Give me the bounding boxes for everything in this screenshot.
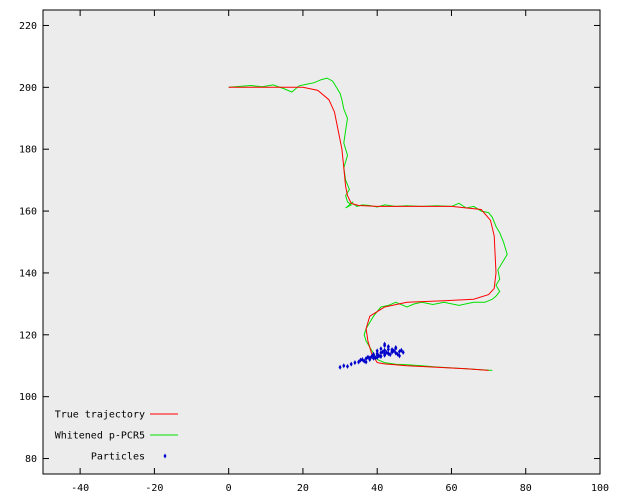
x-tick-label: -20 xyxy=(145,483,163,494)
particle-point xyxy=(371,355,375,361)
particle-point xyxy=(386,344,390,350)
x-tick-label: 20 xyxy=(297,483,309,494)
legend-swatch xyxy=(163,453,167,459)
particle-point xyxy=(345,363,349,369)
y-tick-label: 220 xyxy=(19,21,37,32)
x-tick-label: 80 xyxy=(520,483,532,494)
particle-point xyxy=(383,352,387,358)
x-tick-label: 60 xyxy=(445,483,457,494)
particle-point xyxy=(401,349,405,355)
legend-label: True trajectory xyxy=(55,410,145,421)
plot-background xyxy=(43,10,600,474)
particle-point xyxy=(364,359,368,365)
y-tick-label: 140 xyxy=(19,268,37,279)
legend: True trajectory Whitened p-PCR5 Particles xyxy=(55,410,178,463)
y-tick-label: 100 xyxy=(19,392,37,403)
y-tick-label: 200 xyxy=(19,83,37,94)
y-tick-label: 120 xyxy=(19,330,37,341)
particle-point xyxy=(390,347,394,353)
particle-point xyxy=(353,360,357,366)
particle-point xyxy=(375,354,379,360)
x-tick-label: -40 xyxy=(71,483,89,494)
legend-label: Whitened p-PCR5 xyxy=(55,431,145,442)
y-tick-label: 160 xyxy=(19,207,37,218)
y-tick-label: 80 xyxy=(25,454,37,465)
particle-point xyxy=(397,353,401,359)
series-layer xyxy=(228,77,508,371)
particle-point xyxy=(383,341,387,347)
x-tick-label: 100 xyxy=(591,483,609,494)
particle-point xyxy=(386,351,390,357)
particle-point xyxy=(349,361,353,367)
legend-label: Particles xyxy=(91,452,145,463)
particle-point xyxy=(368,357,372,363)
particle-point xyxy=(371,351,375,357)
particle-point xyxy=(342,363,346,369)
particle-point xyxy=(394,344,398,350)
particle-point xyxy=(379,346,383,352)
particle-point xyxy=(383,347,387,353)
series-line-1 xyxy=(228,77,508,371)
x-tick-label: 0 xyxy=(226,483,232,494)
particle-point xyxy=(375,348,379,354)
axis-layer: -40 -20 0 20 40 60 80 100 80 100 120 140 160 180 200 22… xyxy=(19,10,609,494)
particle-point xyxy=(338,364,342,370)
plot-frame xyxy=(42,9,601,475)
particle-point xyxy=(379,353,383,359)
x-tick-label: 40 xyxy=(371,483,383,494)
particle-point xyxy=(399,347,403,353)
y-tick-label: 180 xyxy=(19,145,37,156)
